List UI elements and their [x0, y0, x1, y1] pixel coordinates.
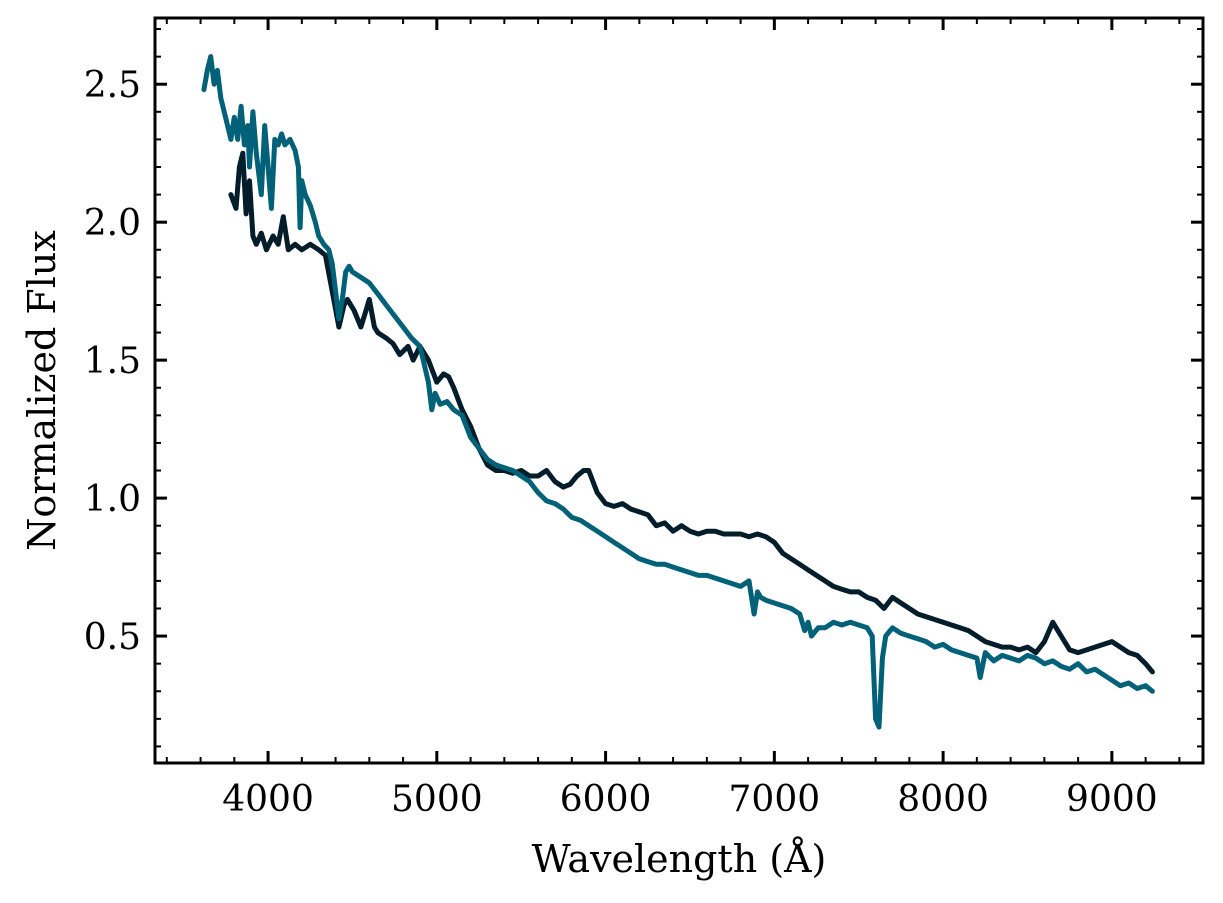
plot-area — [153, 16, 1205, 765]
x-tick-label: 6000 — [560, 779, 652, 820]
tick-labels: 4000 5000 6000 7000 8000 9000 0.5 1.0 1.5 2.0 2.5 — [84, 65, 1158, 820]
x-tick-label: 7000 — [729, 779, 821, 820]
y-tick-label: 2.5 — [84, 65, 141, 106]
x-axis-label: Wavelength (Å) — [532, 837, 827, 881]
y-tick-label: 1.5 — [84, 341, 141, 382]
x-tick-label: 8000 — [897, 779, 989, 820]
x-tick-label: 4000 — [222, 779, 314, 820]
x-tick-label: 9000 — [1066, 779, 1158, 820]
axes-frame — [153, 16, 1205, 765]
y-tick-label: 0.5 — [84, 617, 141, 658]
series-line-2 — [201, 54, 1155, 730]
y-axis-label: Normalized Flux — [20, 230, 64, 551]
y-tick-label: 1.0 — [84, 479, 141, 520]
x-tick-label: 5000 — [391, 779, 483, 820]
series-layer — [201, 54, 1155, 730]
y-tick-label: 2.0 — [84, 203, 141, 244]
